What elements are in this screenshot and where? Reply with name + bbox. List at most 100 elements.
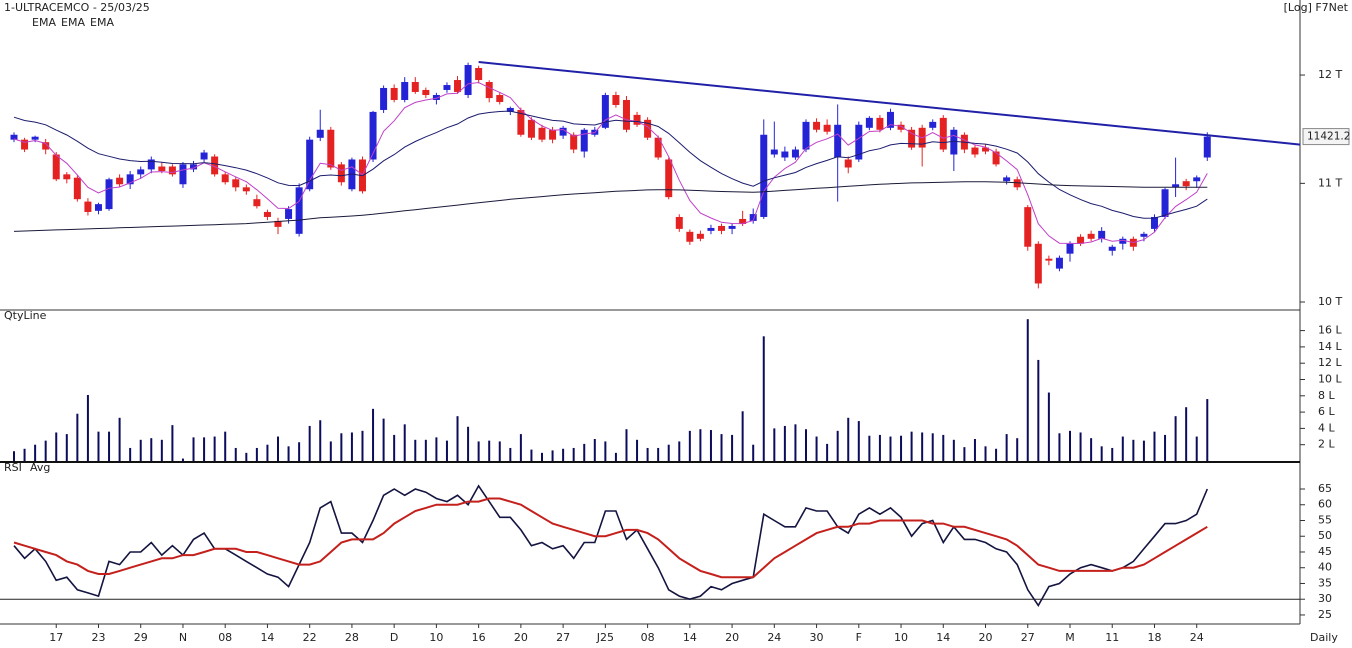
volume-bar [836, 430, 839, 461]
candle-body [454, 80, 462, 92]
volume-bar [382, 418, 385, 461]
candle-body [369, 111, 377, 160]
candle-body [31, 136, 39, 140]
volume-bar [773, 428, 776, 461]
ema-line [13, 81, 1208, 245]
volume-bar [277, 436, 279, 461]
candle-body [950, 129, 958, 155]
volume-bar [424, 439, 427, 461]
candle-body [791, 149, 799, 158]
volume-bar [995, 448, 998, 461]
x-tick-label: 29 [134, 631, 148, 644]
volume-bar [604, 441, 607, 461]
volume-bar [583, 443, 586, 461]
candle-body [411, 82, 419, 92]
volume-bar [530, 449, 533, 461]
volume-bar [614, 452, 617, 461]
volume-bar [1058, 433, 1061, 461]
candle-body [865, 117, 873, 128]
volume-bar [1079, 432, 1082, 461]
volume-bar [1195, 436, 1198, 461]
volume-bar [224, 431, 227, 461]
volume-bar [393, 434, 396, 461]
volume-bar [1153, 431, 1156, 461]
y-tick-label: 6 L [1318, 405, 1335, 418]
volume-bar [921, 432, 924, 461]
candle-body [570, 134, 578, 150]
volume-bar [572, 447, 575, 461]
candle-body [105, 179, 113, 210]
candle-body [253, 199, 261, 207]
candle-body [749, 214, 757, 221]
volume-bar [783, 425, 786, 461]
volume-bar [1121, 436, 1124, 461]
candle-body [844, 159, 852, 168]
volume-bar [868, 435, 871, 461]
candle-body [263, 211, 271, 217]
volume-bar [456, 416, 459, 461]
volume-bar [1206, 399, 1209, 461]
volume-bar [467, 426, 470, 461]
candle-body [538, 127, 546, 140]
candle-body [1119, 238, 1127, 244]
y-tick-label: 12 T [1318, 68, 1342, 81]
volume-bar [234, 447, 237, 461]
y-tick-label: 25 [1318, 608, 1332, 621]
y-tick-label: 12 L [1318, 356, 1342, 369]
candle-body [84, 201, 92, 212]
volume-bar [562, 448, 565, 461]
y-tick-label: 65 [1318, 482, 1332, 495]
volume-bar [678, 441, 681, 461]
volume-bar [1069, 430, 1071, 461]
candle-body [21, 139, 29, 150]
legend-entry: EMA [32, 16, 56, 29]
volume-bar [794, 424, 797, 461]
candle-body [1193, 177, 1201, 182]
candle-body [422, 89, 430, 96]
y-tick-label: 2 L [1318, 438, 1335, 451]
x-tick-label: N [179, 631, 187, 644]
candle-body [813, 121, 821, 130]
candle-body [1024, 207, 1032, 247]
volume-bar [445, 440, 448, 461]
volume-bar [1185, 407, 1188, 461]
volume-bar [498, 441, 501, 461]
ema-line [13, 181, 1208, 232]
volume-bar [34, 444, 37, 461]
volume-bar [1016, 438, 1019, 461]
y-tick-label: 4 L [1318, 421, 1335, 434]
candle-body [126, 174, 134, 185]
candle-body [1013, 179, 1021, 188]
candle-body [242, 187, 250, 192]
ema-line [13, 110, 1208, 219]
candle-body [929, 121, 937, 128]
volume-bar [150, 438, 153, 461]
candle-body [1172, 184, 1180, 188]
x-tick-label: 27 [556, 631, 570, 644]
x-tick-label: 16 [472, 631, 486, 644]
x-tick-label: 20 [514, 631, 528, 644]
volume-bar [361, 430, 364, 461]
volume-bar [805, 429, 807, 461]
candle-body [601, 95, 609, 128]
x-axis-label: Daily [1310, 631, 1338, 644]
candle-body [939, 117, 947, 150]
volume-bar [192, 437, 195, 461]
volume-bar [403, 424, 406, 461]
candle-body [496, 95, 504, 102]
volume-bar [519, 434, 522, 461]
candle-body [1055, 257, 1063, 269]
candle-body [432, 95, 440, 100]
y-tick-label: 50 [1318, 529, 1332, 542]
volume-bar [910, 431, 913, 461]
candle-body [1203, 136, 1211, 158]
candle-body [158, 166, 166, 171]
candle-body [211, 156, 219, 175]
candle-body [10, 134, 18, 140]
candle-body [897, 124, 905, 130]
candle-body [475, 68, 483, 81]
x-tick-label: 28 [345, 631, 359, 644]
volume-bar [646, 447, 649, 461]
volume-bar [699, 429, 702, 461]
candle-body [137, 169, 145, 175]
